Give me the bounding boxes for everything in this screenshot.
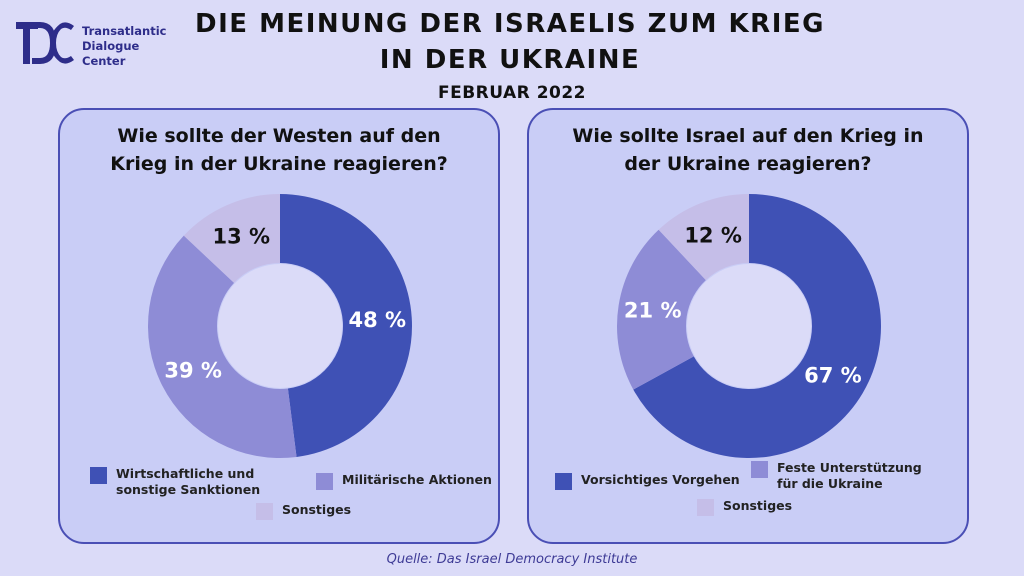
legend-item-cautious: Vorsichtiges Vorgehen xyxy=(555,472,740,490)
donut-hole xyxy=(687,264,811,388)
legend-label-line-1: Wirtschaftliche und xyxy=(116,466,255,481)
org-name: Transatlantic Dialogue Center xyxy=(82,24,166,69)
org-name-line-1: Transatlantic xyxy=(82,24,167,38)
page-title-line-1: DIE MEINUNG DER ISRAELIS ZUM KRIEG xyxy=(195,9,825,39)
donut-data-label: 21 % xyxy=(624,299,682,323)
donut-data-label: 13 % xyxy=(212,225,270,249)
legend-label: Militärische Aktionen xyxy=(342,472,492,488)
donut-slice xyxy=(183,194,280,283)
legend-label: Sonstiges xyxy=(723,498,792,514)
donut-slice xyxy=(617,229,706,390)
org-logo: Transatlantic Dialogue Center xyxy=(14,14,166,74)
chart-title-line-2: der Ukraine reagieren? xyxy=(624,153,872,175)
legend-swatch xyxy=(256,503,273,520)
legend-item-military: Militärische Aktionen xyxy=(316,472,492,490)
tdc-logo-mark xyxy=(16,22,74,64)
page-title-line-2: IN DER UKRAINE xyxy=(379,45,641,75)
legend-swatch xyxy=(555,473,572,490)
org-name-line-2: Dialogue xyxy=(82,39,140,53)
legend-swatch xyxy=(697,499,714,516)
org-name-line-3: Center xyxy=(82,54,126,68)
legend-label-line-1: Sonstiges xyxy=(282,502,352,517)
chart-title-line-1: Wie sollte der Westen auf den xyxy=(117,125,441,147)
legend-label: Wirtschaftliche und sonstige Sanktionen xyxy=(116,466,260,498)
chart-panel-israel: Wie sollte Israel auf den Krieg in der U… xyxy=(527,108,969,544)
donut-slice xyxy=(633,194,881,458)
donut-hole xyxy=(218,264,342,388)
legend-swatch xyxy=(316,473,333,490)
chart-title: Wie sollte Israel auf den Krieg in der U… xyxy=(549,122,947,178)
donut-slice xyxy=(280,194,413,457)
legend-label: Sonstiges xyxy=(282,502,351,518)
chart-panel-west: Wie sollte der Westen auf den Krieg in d… xyxy=(58,108,500,544)
donut-slice xyxy=(658,194,749,281)
donut-slice xyxy=(147,235,297,458)
legend-label-line-1: Militärische Aktionen xyxy=(342,472,492,487)
legend-label: Feste Unterstützung für die Ukraine xyxy=(777,460,922,492)
chart-title: Wie sollte der Westen auf den Krieg in d… xyxy=(80,122,478,178)
chart-title-line-2: Krieg in der Ukraine reagieren? xyxy=(110,153,448,175)
legend-label-line-1: Sonstiges xyxy=(723,498,793,513)
donut-data-label: 67 % xyxy=(804,364,862,388)
legend-item-other: Sonstiges xyxy=(256,502,351,520)
page-title: DIE MEINUNG DER ISRAELIS ZUM KRIEG IN DE… xyxy=(180,6,840,78)
chart-title-line-1: Wie sollte Israel auf den Krieg in xyxy=(572,125,924,147)
donut-data-label: 12 % xyxy=(684,223,742,247)
donut-data-label: 48 % xyxy=(349,308,407,332)
legend-label-line-1: Feste Unterstützung xyxy=(777,460,922,475)
legend-label-line-1: Vorsichtiges Vorgehen xyxy=(581,472,740,487)
donut-data-label: 39 % xyxy=(164,358,222,382)
legend-item-support: Feste Unterstützung für die Ukraine xyxy=(751,460,922,492)
legend-swatch xyxy=(90,467,107,484)
legend-label-line-2: für die Ukraine xyxy=(777,476,883,491)
donut-chart-west: 48 % 39 % 13 % xyxy=(147,194,413,458)
legend-item-sanctions: Wirtschaftliche und sonstige Sanktionen xyxy=(90,466,260,498)
legend-swatch xyxy=(751,461,768,478)
legend-label: Vorsichtiges Vorgehen xyxy=(581,472,740,488)
legend-item-other: Sonstiges xyxy=(697,498,792,516)
source-note: Quelle: Das Israel Democracy Institute xyxy=(386,552,638,567)
page-subtitle: FEBRUAR 2022 xyxy=(437,83,587,103)
donut-chart-israel: 67 % 21 % 12 % xyxy=(617,194,881,458)
legend-label-line-2: sonstige Sanktionen xyxy=(116,482,261,497)
